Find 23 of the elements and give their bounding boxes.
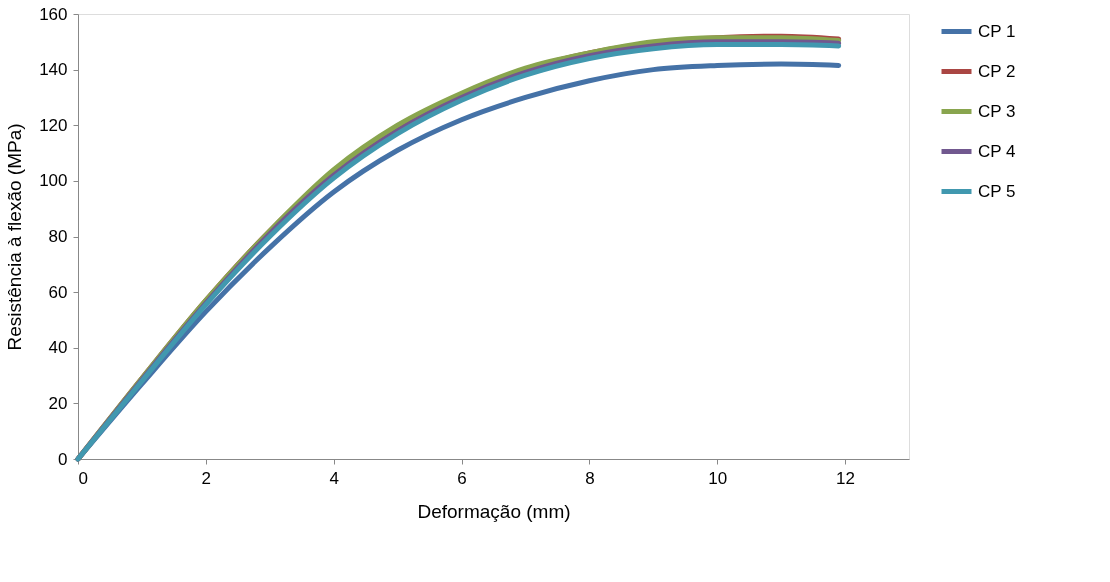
x-tick-label: 12	[836, 468, 856, 488]
legend-label: CP 4	[978, 141, 1016, 161]
y-tick-label: 0	[58, 449, 68, 469]
y-tick-label: 100	[39, 171, 68, 191]
legend-label: CP 2	[978, 61, 1016, 81]
x-axis-title: Deformação (mm)	[417, 500, 571, 522]
y-tick-label: 120	[39, 115, 68, 135]
y-tick-label: 40	[48, 338, 68, 358]
x-tick-label: 2	[201, 468, 212, 488]
x-tick-label: 10	[708, 468, 728, 488]
y-tick-label: 20	[48, 393, 68, 413]
legend-label: CP 3	[978, 101, 1016, 121]
x-tick-label: 6	[457, 468, 467, 488]
y-tick-label: 160	[39, 4, 68, 24]
x-tick-label: 0	[78, 468, 88, 488]
y-tick-label: 140	[39, 60, 68, 80]
x-tick-label: 4	[329, 468, 339, 488]
legend-label: CP 1	[978, 21, 1016, 41]
x-tick-label: 8	[585, 468, 595, 488]
y-tick-label: 60	[48, 282, 68, 302]
y-axis-title: Resistência à flexão (MPa)	[4, 123, 26, 351]
y-tick-label: 80	[48, 227, 68, 246]
legend-label: CP 5	[978, 181, 1016, 201]
